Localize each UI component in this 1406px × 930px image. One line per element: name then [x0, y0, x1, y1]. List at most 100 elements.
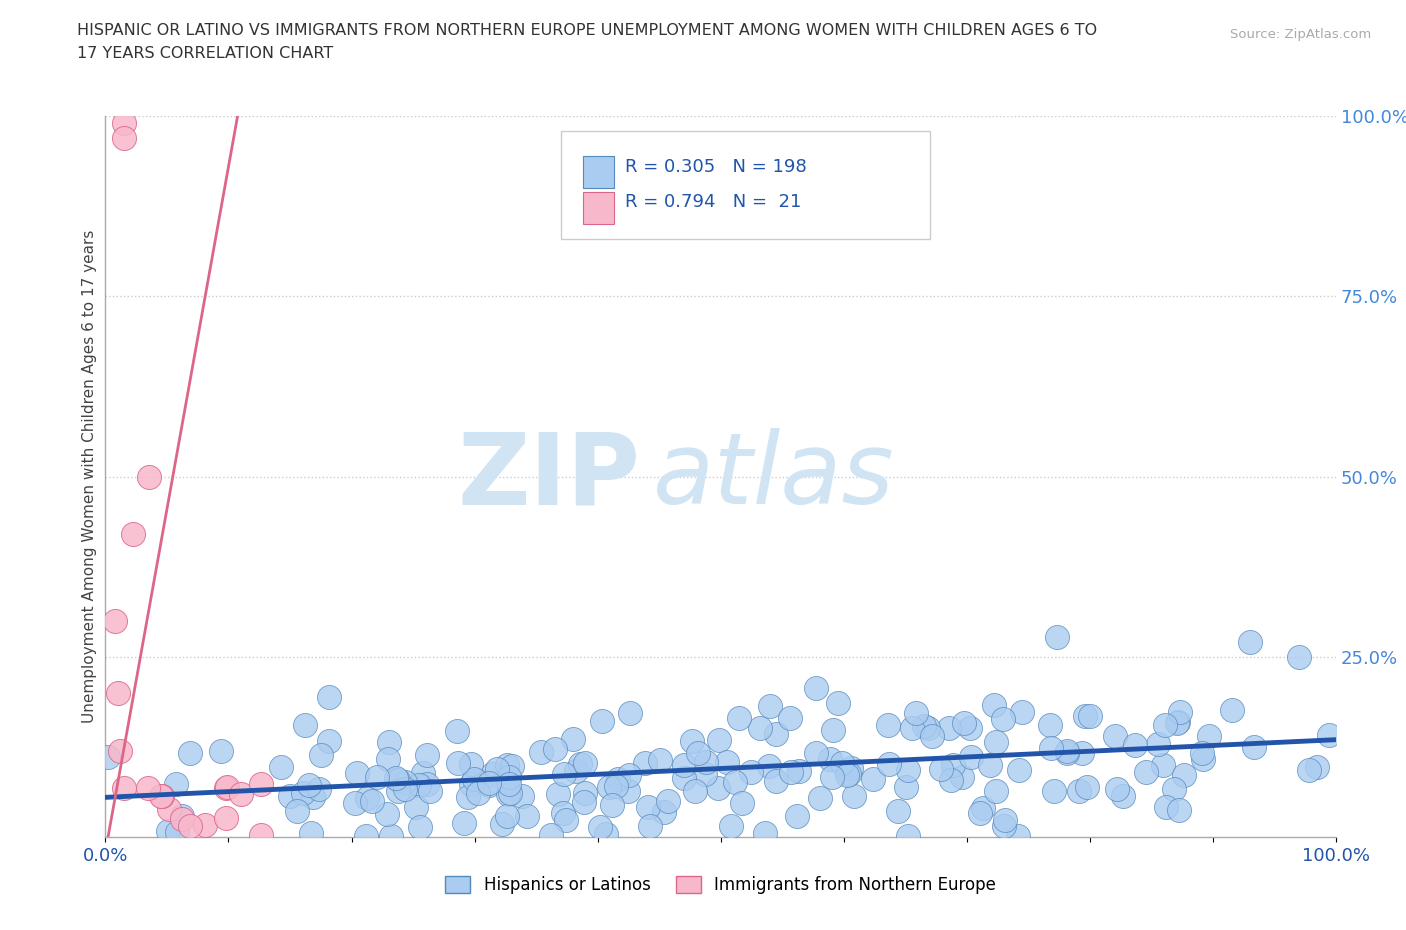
Point — [318, 733, 340, 748]
Point — [551, 805, 574, 820]
Point — [285, 804, 308, 818]
Point — [166, 824, 188, 839]
Point — [616, 783, 638, 798]
Point — [361, 793, 384, 808]
Point — [1166, 715, 1188, 730]
Point — [499, 786, 522, 801]
Point — [877, 756, 900, 771]
Point — [1011, 704, 1033, 719]
Point — [821, 770, 844, 785]
Point — [901, 721, 924, 736]
Point — [496, 809, 519, 824]
Point — [1042, 784, 1064, 799]
Point — [1135, 764, 1157, 779]
Point — [1298, 763, 1320, 777]
Point — [617, 767, 640, 782]
Point — [104, 614, 127, 629]
Point — [416, 777, 439, 791]
Point — [270, 759, 292, 774]
Point — [931, 762, 953, 777]
Point — [838, 766, 860, 781]
Point — [294, 718, 316, 733]
Point — [686, 745, 709, 760]
Point — [1154, 717, 1177, 732]
Point — [112, 781, 135, 796]
Point — [121, 526, 143, 541]
Point — [498, 769, 520, 784]
Point — [759, 698, 782, 713]
Point — [498, 777, 520, 791]
Point — [1147, 737, 1170, 751]
Point — [1167, 714, 1189, 729]
Point — [299, 826, 322, 841]
Point — [842, 789, 865, 804]
Point — [366, 769, 388, 784]
Point — [385, 771, 408, 786]
Point — [917, 721, 939, 736]
Point — [638, 818, 661, 833]
Point — [446, 724, 468, 739]
Point — [749, 721, 772, 736]
Point — [209, 743, 232, 758]
Point — [959, 721, 981, 736]
Point — [912, 719, 935, 734]
Point — [1104, 729, 1126, 744]
Point — [754, 825, 776, 840]
Point — [724, 775, 747, 790]
Point — [1192, 751, 1215, 766]
Point — [156, 823, 179, 838]
Point — [478, 777, 501, 792]
Point — [818, 751, 841, 766]
Point — [693, 766, 716, 781]
Point — [569, 757, 592, 772]
Point — [394, 774, 416, 789]
Point — [972, 801, 994, 816]
Point — [598, 780, 620, 795]
Point — [419, 783, 441, 798]
Point — [510, 789, 533, 804]
Point — [501, 759, 523, 774]
Point — [405, 800, 427, 815]
Point — [467, 785, 489, 800]
Point — [1067, 784, 1090, 799]
Point — [150, 788, 173, 803]
Point — [481, 767, 503, 782]
Point — [938, 721, 960, 736]
Point — [447, 755, 470, 770]
Point — [789, 764, 811, 778]
Point — [1071, 746, 1094, 761]
Point — [953, 715, 976, 730]
Point — [553, 766, 575, 781]
Point — [1239, 635, 1261, 650]
Point — [921, 729, 943, 744]
Point — [1112, 788, 1135, 803]
Point — [302, 790, 325, 804]
Point — [165, 777, 187, 791]
Point — [250, 777, 273, 791]
Point — [758, 759, 780, 774]
Point — [806, 746, 828, 761]
Point — [380, 829, 402, 844]
Point — [1007, 829, 1029, 844]
Point — [136, 781, 159, 796]
Point — [378, 734, 401, 749]
Point — [634, 756, 657, 771]
Point — [1046, 630, 1069, 644]
Point — [530, 745, 553, 760]
Point — [298, 777, 321, 792]
Point — [984, 784, 1007, 799]
Point — [416, 747, 439, 762]
Point — [897, 763, 920, 777]
Point — [939, 773, 962, 788]
Point — [672, 757, 695, 772]
Point — [950, 770, 973, 785]
Point — [107, 685, 129, 700]
Point — [1074, 709, 1097, 724]
Point — [231, 786, 253, 801]
Point — [969, 805, 991, 820]
Point — [591, 714, 613, 729]
Point — [683, 784, 706, 799]
Point — [408, 777, 430, 792]
Point — [1154, 800, 1177, 815]
FancyBboxPatch shape — [561, 130, 929, 239]
